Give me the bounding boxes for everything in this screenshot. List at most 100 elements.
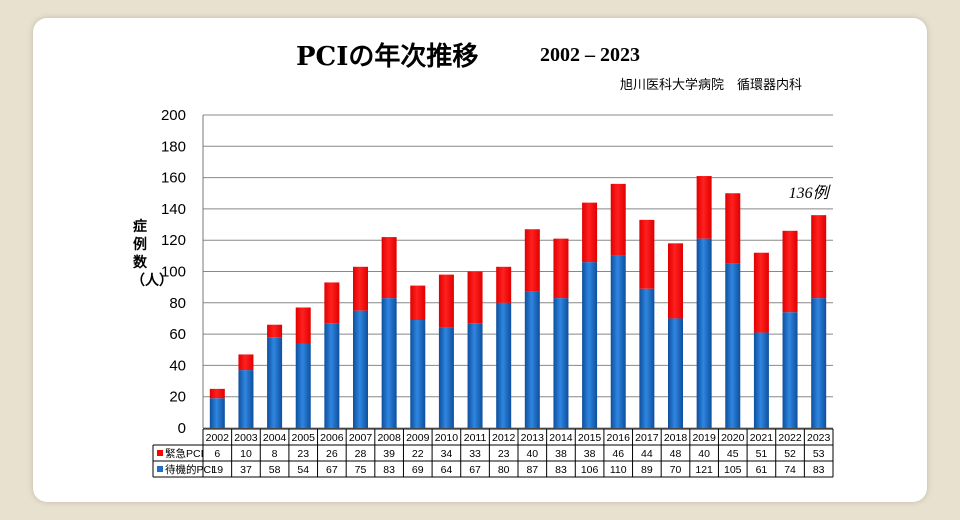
- table-value-elective: 19: [211, 464, 223, 476]
- x-tick-label: 2004: [263, 432, 287, 444]
- y-axis-label: 症例数（人）: [131, 219, 173, 289]
- x-tick-label: 2018: [664, 432, 688, 444]
- bar-emergency-2014: [553, 238, 569, 299]
- bar-elective-2003: [238, 370, 254, 428]
- x-tick-label: 2012: [492, 432, 516, 444]
- x-tick-label: 2017: [635, 432, 659, 444]
- table-value-emergency: 6: [214, 448, 220, 460]
- table-value-emergency: 40: [698, 448, 710, 460]
- legend-label-emergency: 緊急PCI: [165, 447, 204, 460]
- y-tick-label: 60: [169, 326, 186, 343]
- bar-elective-2015: [582, 262, 598, 428]
- table-value-emergency: 23: [498, 448, 510, 460]
- x-tick-label: 2007: [349, 432, 373, 444]
- table-value-elective: 87: [526, 464, 538, 476]
- table-value-elective: 83: [555, 464, 567, 476]
- bar-elective-2005: [295, 343, 311, 428]
- table-value-elective: 37: [240, 464, 252, 476]
- x-tick-label: 2013: [521, 432, 545, 444]
- bar-elective-2019: [696, 238, 712, 428]
- table-value-elective: 58: [269, 464, 281, 476]
- table-value-elective: 67: [469, 464, 481, 476]
- table-value-emergency: 8: [272, 448, 278, 460]
- x-tick-label: 2014: [549, 432, 573, 444]
- bar-emergency-2017: [639, 219, 655, 289]
- table-value-emergency: 38: [555, 448, 567, 460]
- bar-emergency-2013: [524, 229, 540, 292]
- table-value-elective: 83: [813, 464, 825, 476]
- bar-emergency-2019: [696, 176, 712, 239]
- table-value-elective: 69: [412, 464, 424, 476]
- bar-elective-2017: [639, 288, 655, 428]
- bar-emergency-2004: [267, 324, 283, 338]
- bar-emergency-2021: [753, 252, 769, 333]
- bar-elective-2020: [725, 263, 741, 428]
- x-tick-label: 2002: [206, 432, 230, 444]
- bar-emergency-2005: [295, 307, 311, 344]
- table-value-elective: 80: [498, 464, 510, 476]
- x-tick-label: 2005: [292, 432, 316, 444]
- y-tick-label: 40: [169, 357, 186, 374]
- y-tick-label: 180: [161, 138, 186, 155]
- table-value-elective: 89: [641, 464, 653, 476]
- x-tick-label: 2019: [692, 432, 716, 444]
- bar-elective-2014: [553, 298, 569, 428]
- bar-elective-2009: [410, 320, 426, 428]
- bar-elective-2007: [353, 310, 368, 428]
- y-tick-label: 120: [161, 232, 186, 249]
- chart-title-years: 2002 – 2023: [540, 44, 640, 66]
- y-tick-label: 20: [169, 389, 186, 406]
- bar-elective-2006: [324, 323, 340, 428]
- bar-emergency-2022: [782, 230, 798, 313]
- table-value-elective: 70: [670, 464, 682, 476]
- table-value-elective: 121: [695, 464, 713, 476]
- annotation-total: 136例: [789, 184, 832, 202]
- table-value-elective: 105: [724, 464, 742, 476]
- bar-elective-2013: [524, 291, 540, 428]
- bar-elective-2012: [496, 302, 512, 428]
- table-value-elective: 106: [581, 464, 599, 476]
- bar-elective-2018: [668, 318, 683, 428]
- y-tick-label: 160: [161, 170, 186, 187]
- x-tick-label: 2023: [807, 432, 831, 444]
- x-tick-label: 2008: [377, 432, 401, 444]
- bar-emergency-2012: [496, 266, 512, 303]
- bar-emergency-2009: [410, 285, 426, 321]
- bar-emergency-2006: [324, 282, 340, 324]
- bar-emergency-2016: [610, 183, 626, 256]
- x-tick-label: 2020: [721, 432, 745, 444]
- legend-label-elective: 待機的PCI: [165, 463, 214, 476]
- table-value-elective: 61: [756, 464, 768, 476]
- x-tick-label: 2009: [406, 432, 430, 444]
- bar-elective-2023: [811, 298, 827, 428]
- y-tick-label: 100: [161, 264, 186, 281]
- table-value-emergency: 39: [383, 448, 395, 460]
- legend-key-elective: [157, 466, 163, 472]
- table-value-emergency: 34: [441, 448, 453, 460]
- table-value-elective: 67: [326, 464, 338, 476]
- bar-emergency-2015: [582, 202, 598, 263]
- table-value-emergency: 52: [784, 448, 796, 460]
- bar-emergency-2007: [353, 266, 368, 311]
- table-value-emergency: 22: [412, 448, 424, 460]
- y-tick-label: 80: [169, 295, 186, 312]
- bar-elective-2004: [267, 337, 283, 428]
- table-value-emergency: 38: [584, 448, 596, 460]
- x-tick-label: 2003: [234, 432, 258, 444]
- table-value-emergency: 28: [355, 448, 367, 460]
- bar-elective-2011: [467, 323, 483, 428]
- y-tick-label: 0: [178, 420, 186, 437]
- bar-emergency-2011: [467, 271, 483, 324]
- table-value-emergency: 45: [727, 448, 739, 460]
- x-tick-label: 2010: [435, 432, 459, 444]
- table-value-elective: 64: [441, 464, 453, 476]
- table-value-emergency: 33: [469, 448, 481, 460]
- table-value-emergency: 26: [326, 448, 338, 460]
- bar-elective-2021: [753, 332, 769, 428]
- legend-key-emergency: [157, 450, 163, 456]
- table-value-emergency: 53: [813, 448, 825, 460]
- x-tick-label: 2016: [607, 432, 631, 444]
- table-value-emergency: 46: [612, 448, 624, 460]
- table-value-emergency: 23: [297, 448, 309, 460]
